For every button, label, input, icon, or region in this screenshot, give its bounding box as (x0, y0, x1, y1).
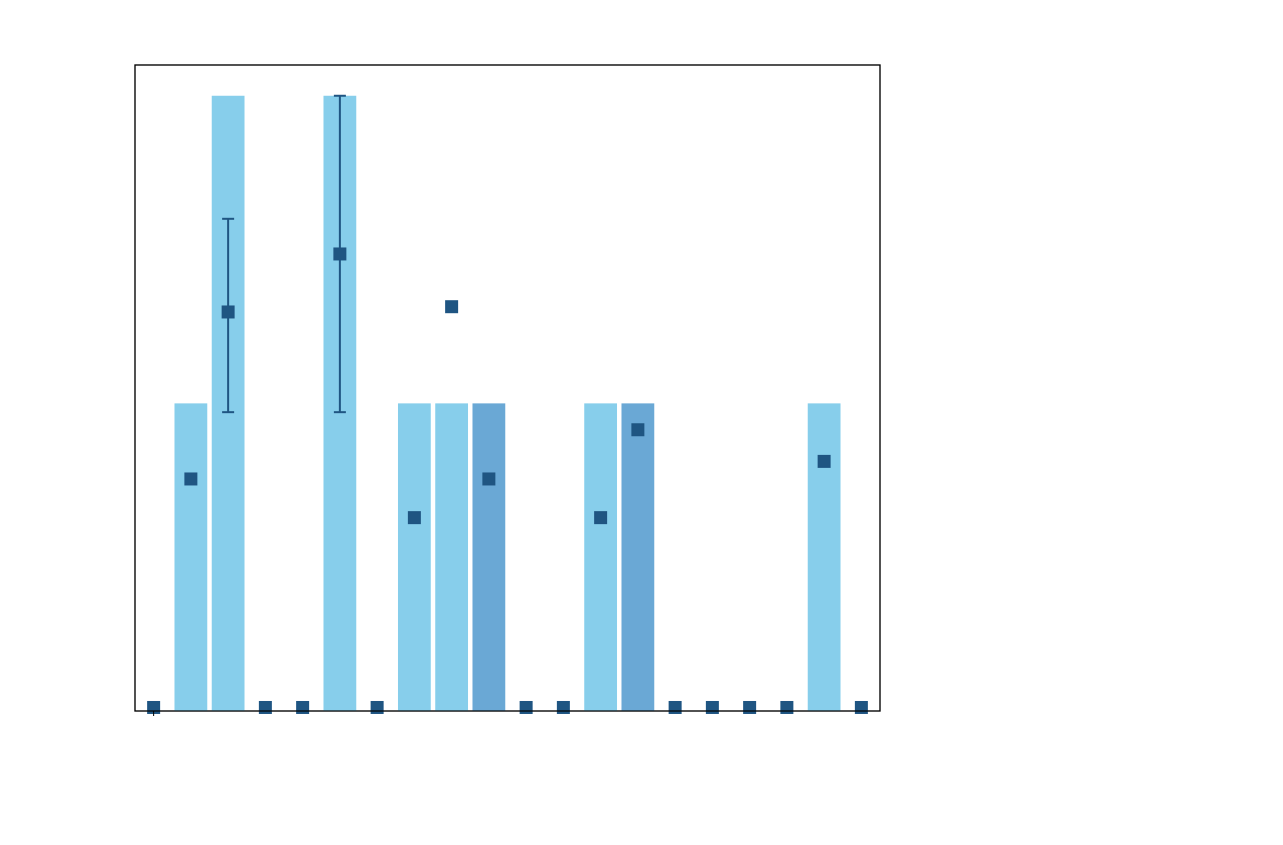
violations-chart (0, 0, 1283, 845)
marker-point (595, 512, 607, 524)
bar-psi (398, 403, 431, 711)
marker-point (520, 701, 532, 713)
marker-point (744, 701, 756, 713)
marker-point (557, 701, 569, 713)
marker-point (408, 512, 420, 524)
marker-point (185, 473, 197, 485)
marker-point (334, 248, 346, 260)
marker-point (669, 701, 681, 713)
bar-psi (584, 403, 617, 711)
marker-point (446, 301, 458, 313)
marker-point (855, 701, 867, 713)
bar-psi (435, 403, 468, 711)
bar-psi (808, 403, 841, 711)
marker-point (632, 424, 644, 436)
marker-point (222, 306, 234, 318)
marker-point (259, 701, 271, 713)
marker-point (818, 455, 830, 467)
chart-container (0, 0, 1283, 845)
marker-point (781, 701, 793, 713)
marker-point (297, 701, 309, 713)
marker-point (706, 701, 718, 713)
bar-phi (621, 403, 654, 711)
marker-point (371, 701, 383, 713)
bar-psi (174, 403, 207, 711)
marker-point (483, 473, 495, 485)
bar-phi (472, 403, 505, 711)
